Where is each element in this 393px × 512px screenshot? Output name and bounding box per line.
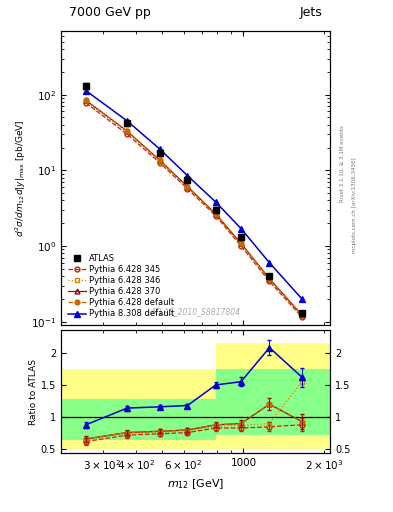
Text: 7000 GeV pp: 7000 GeV pp <box>69 6 151 19</box>
Bar <box>160 369 187 449</box>
Bar <box>270 369 302 435</box>
Y-axis label: $d^2\sigma/dm_{\rm 12}d|y|_{\rm max}$ [pb/GeV]: $d^2\sigma/dm_{\rm 12}d|y|_{\rm max}$ [p… <box>13 119 28 237</box>
Bar <box>55 399 127 440</box>
Bar <box>241 343 270 449</box>
Bar <box>270 343 302 449</box>
Bar <box>241 369 270 435</box>
Text: Jets: Jets <box>299 6 322 19</box>
Text: mcplots.cern.ch [arXiv:1306.3436]: mcplots.cern.ch [arXiv:1306.3436] <box>352 157 357 252</box>
Text: Rivet 3.1.10, ≥ 3.1M events: Rivet 3.1.10, ≥ 3.1M events <box>340 125 345 202</box>
Bar <box>187 369 216 449</box>
X-axis label: $m_{12}$ [GeV]: $m_{12}$ [GeV] <box>167 477 224 491</box>
Bar <box>302 369 336 435</box>
Bar <box>216 343 241 449</box>
Bar <box>302 343 336 449</box>
Y-axis label: Ratio to ATLAS: Ratio to ATLAS <box>29 359 38 424</box>
Bar <box>127 369 160 449</box>
Text: ATLAS_2010_S8817804: ATLAS_2010_S8817804 <box>151 307 241 316</box>
Legend: ATLAS, Pythia 6.428 345, Pythia 6.428 346, Pythia 6.428 370, Pythia 6.428 defaul: ATLAS, Pythia 6.428 345, Pythia 6.428 34… <box>65 251 177 321</box>
Bar <box>187 399 216 440</box>
Bar <box>216 369 241 435</box>
Bar <box>55 369 127 449</box>
Bar <box>127 399 160 440</box>
Bar <box>160 399 187 440</box>
